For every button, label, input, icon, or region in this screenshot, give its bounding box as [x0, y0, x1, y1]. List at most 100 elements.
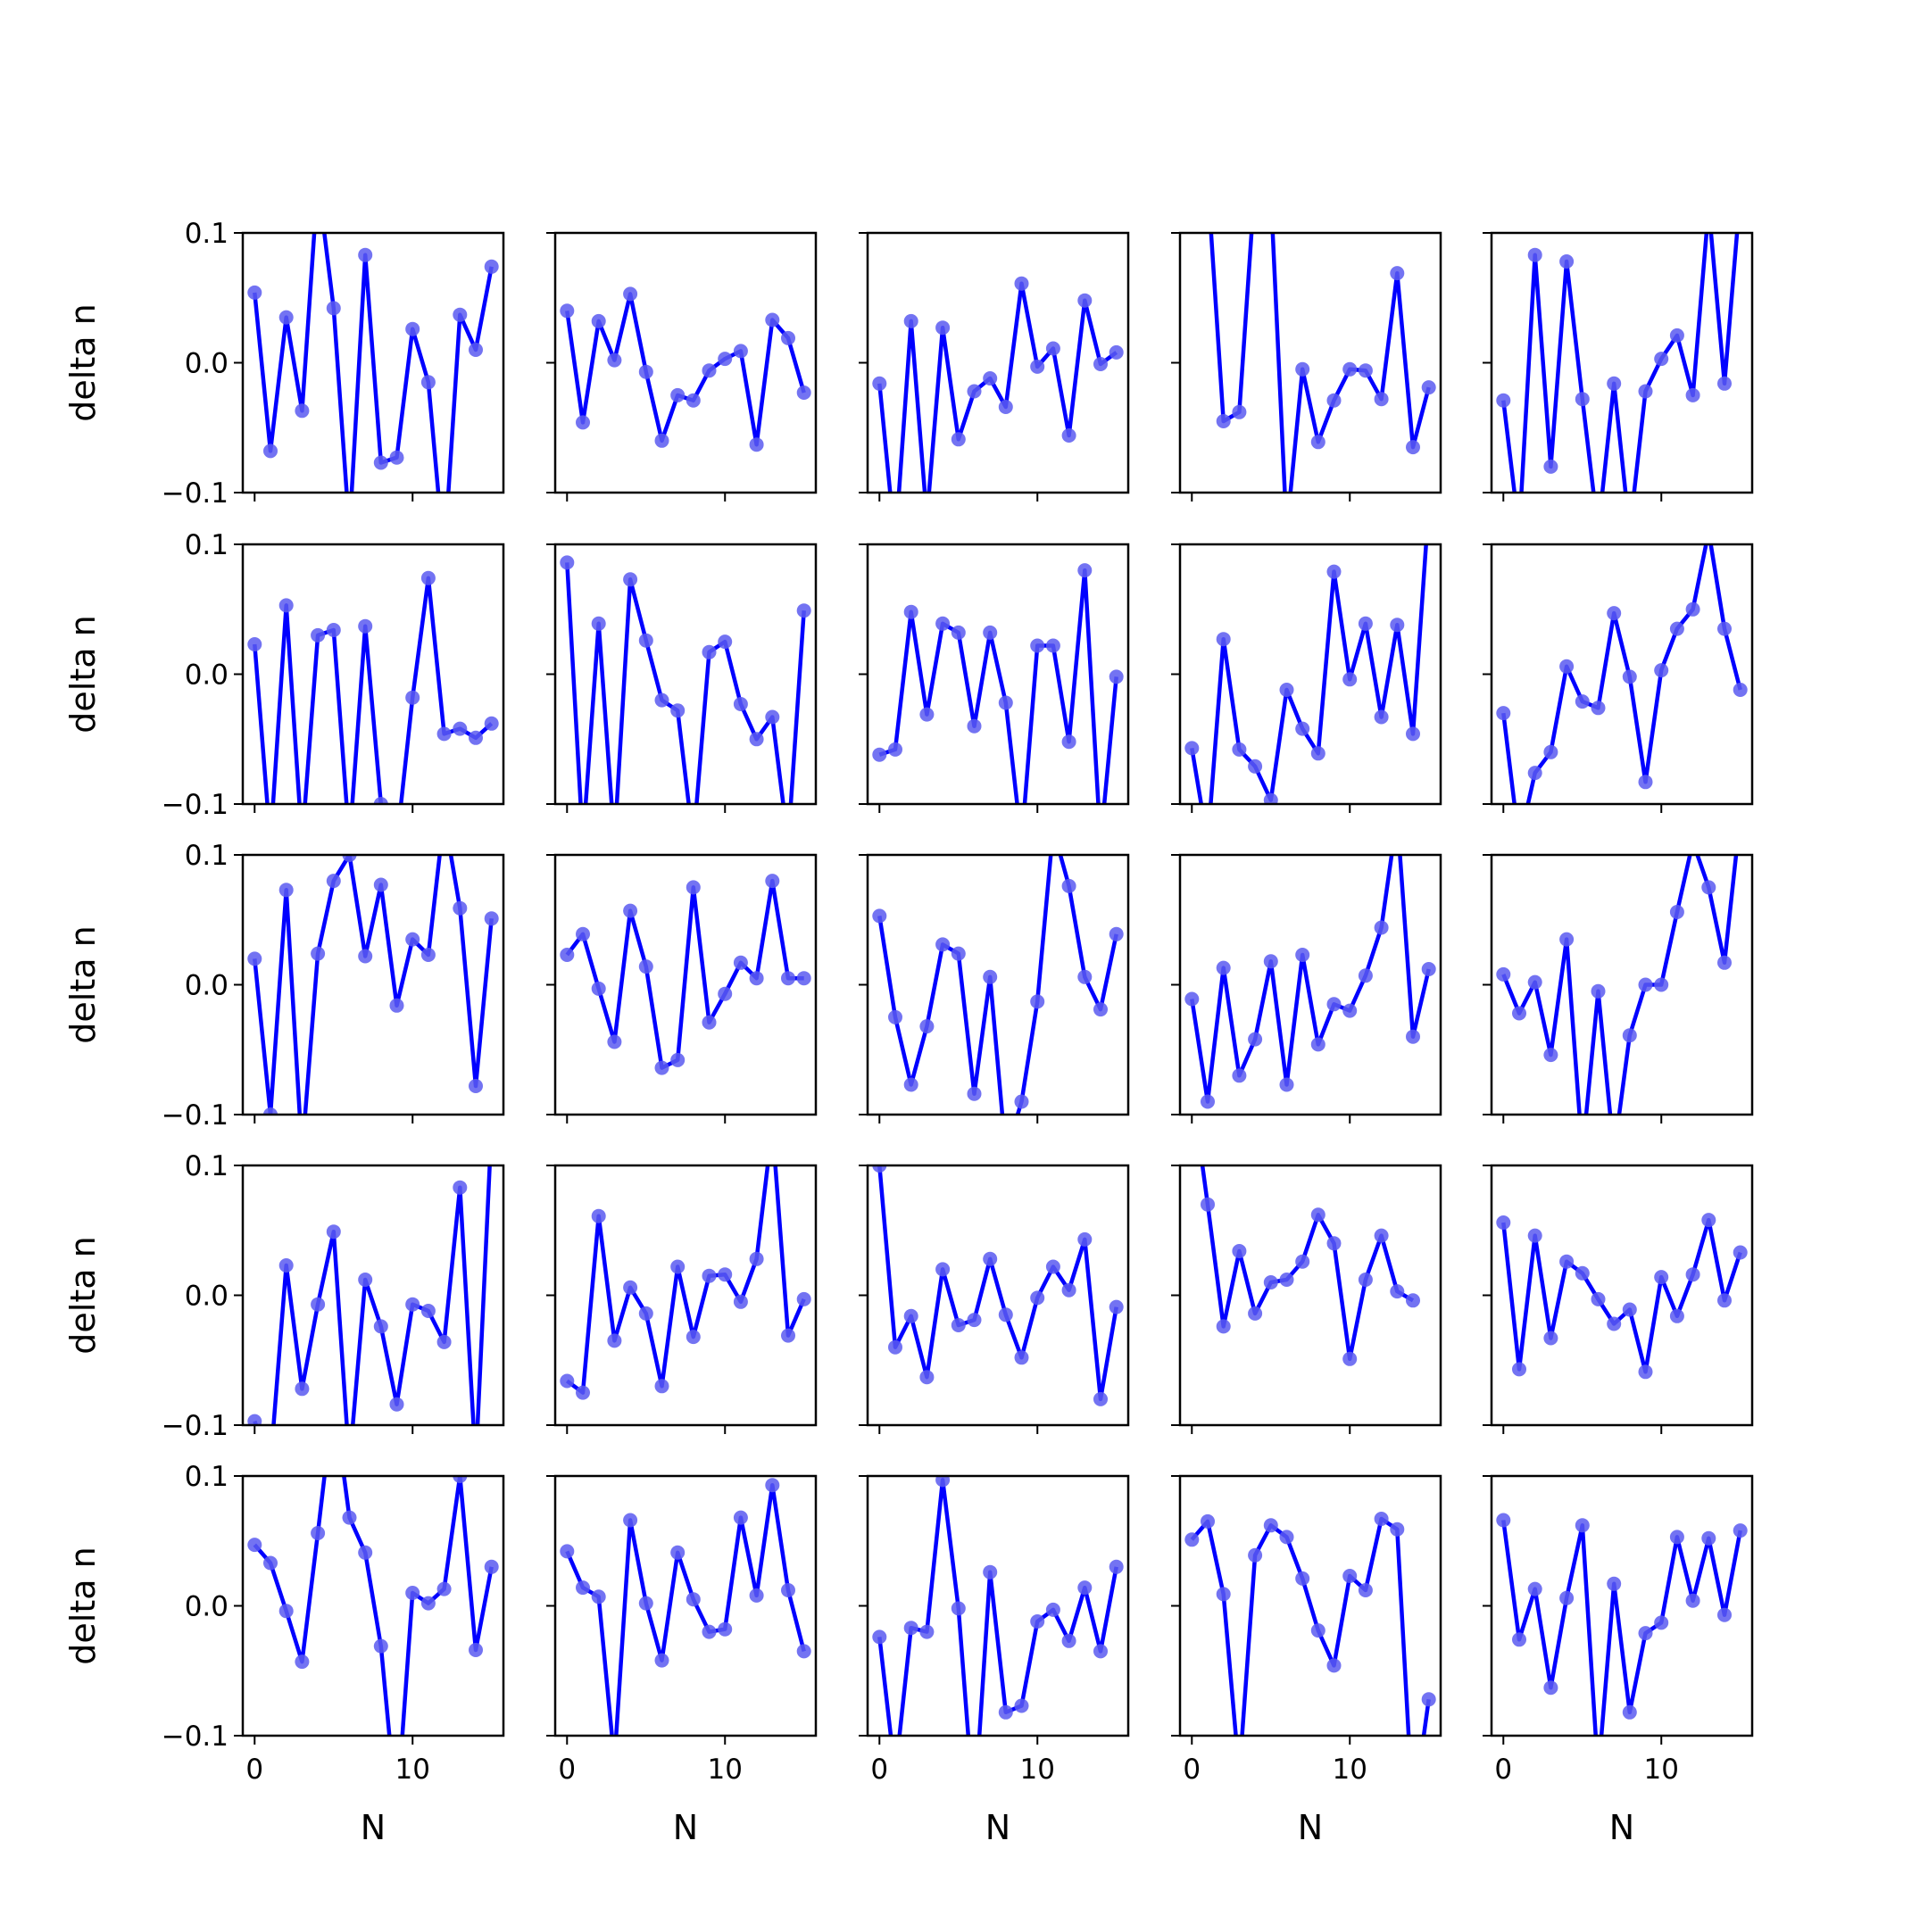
data-point [796, 603, 811, 618]
data-point [1686, 835, 1700, 850]
plot-area [872, 563, 1124, 850]
data-point [1496, 1215, 1511, 1230]
data-point [1733, 808, 1748, 823]
series-line [253, 1476, 494, 1736]
data-point [1733, 683, 1748, 697]
data-point [576, 415, 590, 430]
data-point [1310, 435, 1326, 450]
data-point [1701, 1530, 1716, 1546]
series-line [877, 855, 1118, 1115]
data-point [1669, 328, 1684, 343]
data-point [326, 874, 341, 889]
data-point [295, 403, 310, 419]
data-point [560, 1544, 575, 1559]
data-point [1622, 1302, 1637, 1317]
data-point [247, 951, 262, 966]
data-point [951, 432, 966, 447]
subplot-r2-c3 [1171, 853, 1442, 1124]
data-point [1201, 174, 1215, 188]
data-point [903, 313, 918, 328]
data-point [702, 1015, 717, 1030]
data-point [967, 1086, 982, 1101]
plot-area [1184, 855, 1436, 1109]
data-point [1216, 632, 1231, 647]
data-point [796, 1644, 811, 1659]
plot-area [560, 1478, 811, 1736]
data-point [1638, 977, 1653, 992]
data-point [1374, 392, 1389, 407]
data-point [1654, 352, 1669, 367]
data-point [1638, 1364, 1653, 1380]
data-point [373, 1319, 388, 1334]
data-point [1184, 148, 1199, 162]
data-point [1248, 1032, 1263, 1047]
subplot-r4-c3: 0 10 N [1171, 1474, 1442, 1847]
subplot-r3-c4 [1483, 1164, 1754, 1434]
data-point [1279, 1530, 1294, 1545]
subplot-r3-c2 [859, 1164, 1130, 1434]
data-point [405, 932, 420, 947]
data-point [1077, 293, 1093, 308]
data-point [1496, 706, 1511, 721]
data-point [311, 1297, 326, 1312]
data-point [638, 1596, 653, 1611]
y-tick-label: −0.1 [162, 789, 229, 821]
data-point [967, 1313, 982, 1328]
data-point [967, 384, 982, 399]
data-point [1248, 1547, 1263, 1563]
data-point [749, 1588, 764, 1603]
data-point [420, 948, 436, 962]
y-axis-label: delta n [63, 1546, 103, 1664]
data-point [1358, 616, 1373, 631]
data-point [1093, 836, 1108, 850]
data-point [733, 344, 748, 359]
data-point [1015, 836, 1029, 850]
data-point [1061, 734, 1076, 750]
data-point [1358, 1583, 1373, 1597]
data-point [263, 1457, 278, 1472]
data-point [1623, 525, 1637, 539]
data-point [1622, 669, 1637, 684]
data-point [702, 644, 717, 659]
x-tick-label: 10 [395, 1754, 430, 1786]
data-point [1232, 1068, 1247, 1083]
data-point [1527, 766, 1542, 781]
data-point [1669, 1530, 1684, 1545]
data-point [781, 971, 795, 986]
plot-area [560, 874, 811, 1075]
data-point [469, 1457, 483, 1472]
data-point [469, 343, 483, 357]
data-point [1591, 701, 1606, 716]
data-point [278, 1604, 294, 1619]
data-point [405, 690, 420, 705]
data-point [1279, 1077, 1294, 1092]
data-point [718, 634, 733, 650]
data-point [576, 1385, 590, 1400]
data-point [1342, 1003, 1358, 1018]
data-point [469, 1079, 483, 1093]
data-point [1248, 174, 1262, 188]
series-line [1209, 233, 1431, 493]
data-point [405, 321, 420, 336]
data-point [1512, 1632, 1526, 1647]
data-point [670, 387, 686, 402]
data-point [278, 1258, 294, 1273]
data-point [983, 969, 998, 984]
data-point [1184, 1532, 1200, 1547]
plot-area [1184, 1512, 1436, 1736]
data-point [702, 363, 717, 378]
data-point [1326, 1236, 1342, 1251]
data-point [1046, 822, 1060, 836]
data-point [872, 1629, 887, 1645]
y-axis-label: delta n [63, 1236, 103, 1354]
data-point [1216, 960, 1231, 975]
data-point [1422, 498, 1436, 512]
series-line [565, 1482, 806, 1736]
data-point [1232, 742, 1247, 757]
series-line [253, 855, 494, 1115]
data-point [919, 511, 934, 526]
data-point [951, 946, 966, 961]
data-point [1216, 414, 1231, 428]
subplot-r4-c2: 0 10 N [859, 1474, 1130, 1847]
data-point [420, 1304, 436, 1318]
